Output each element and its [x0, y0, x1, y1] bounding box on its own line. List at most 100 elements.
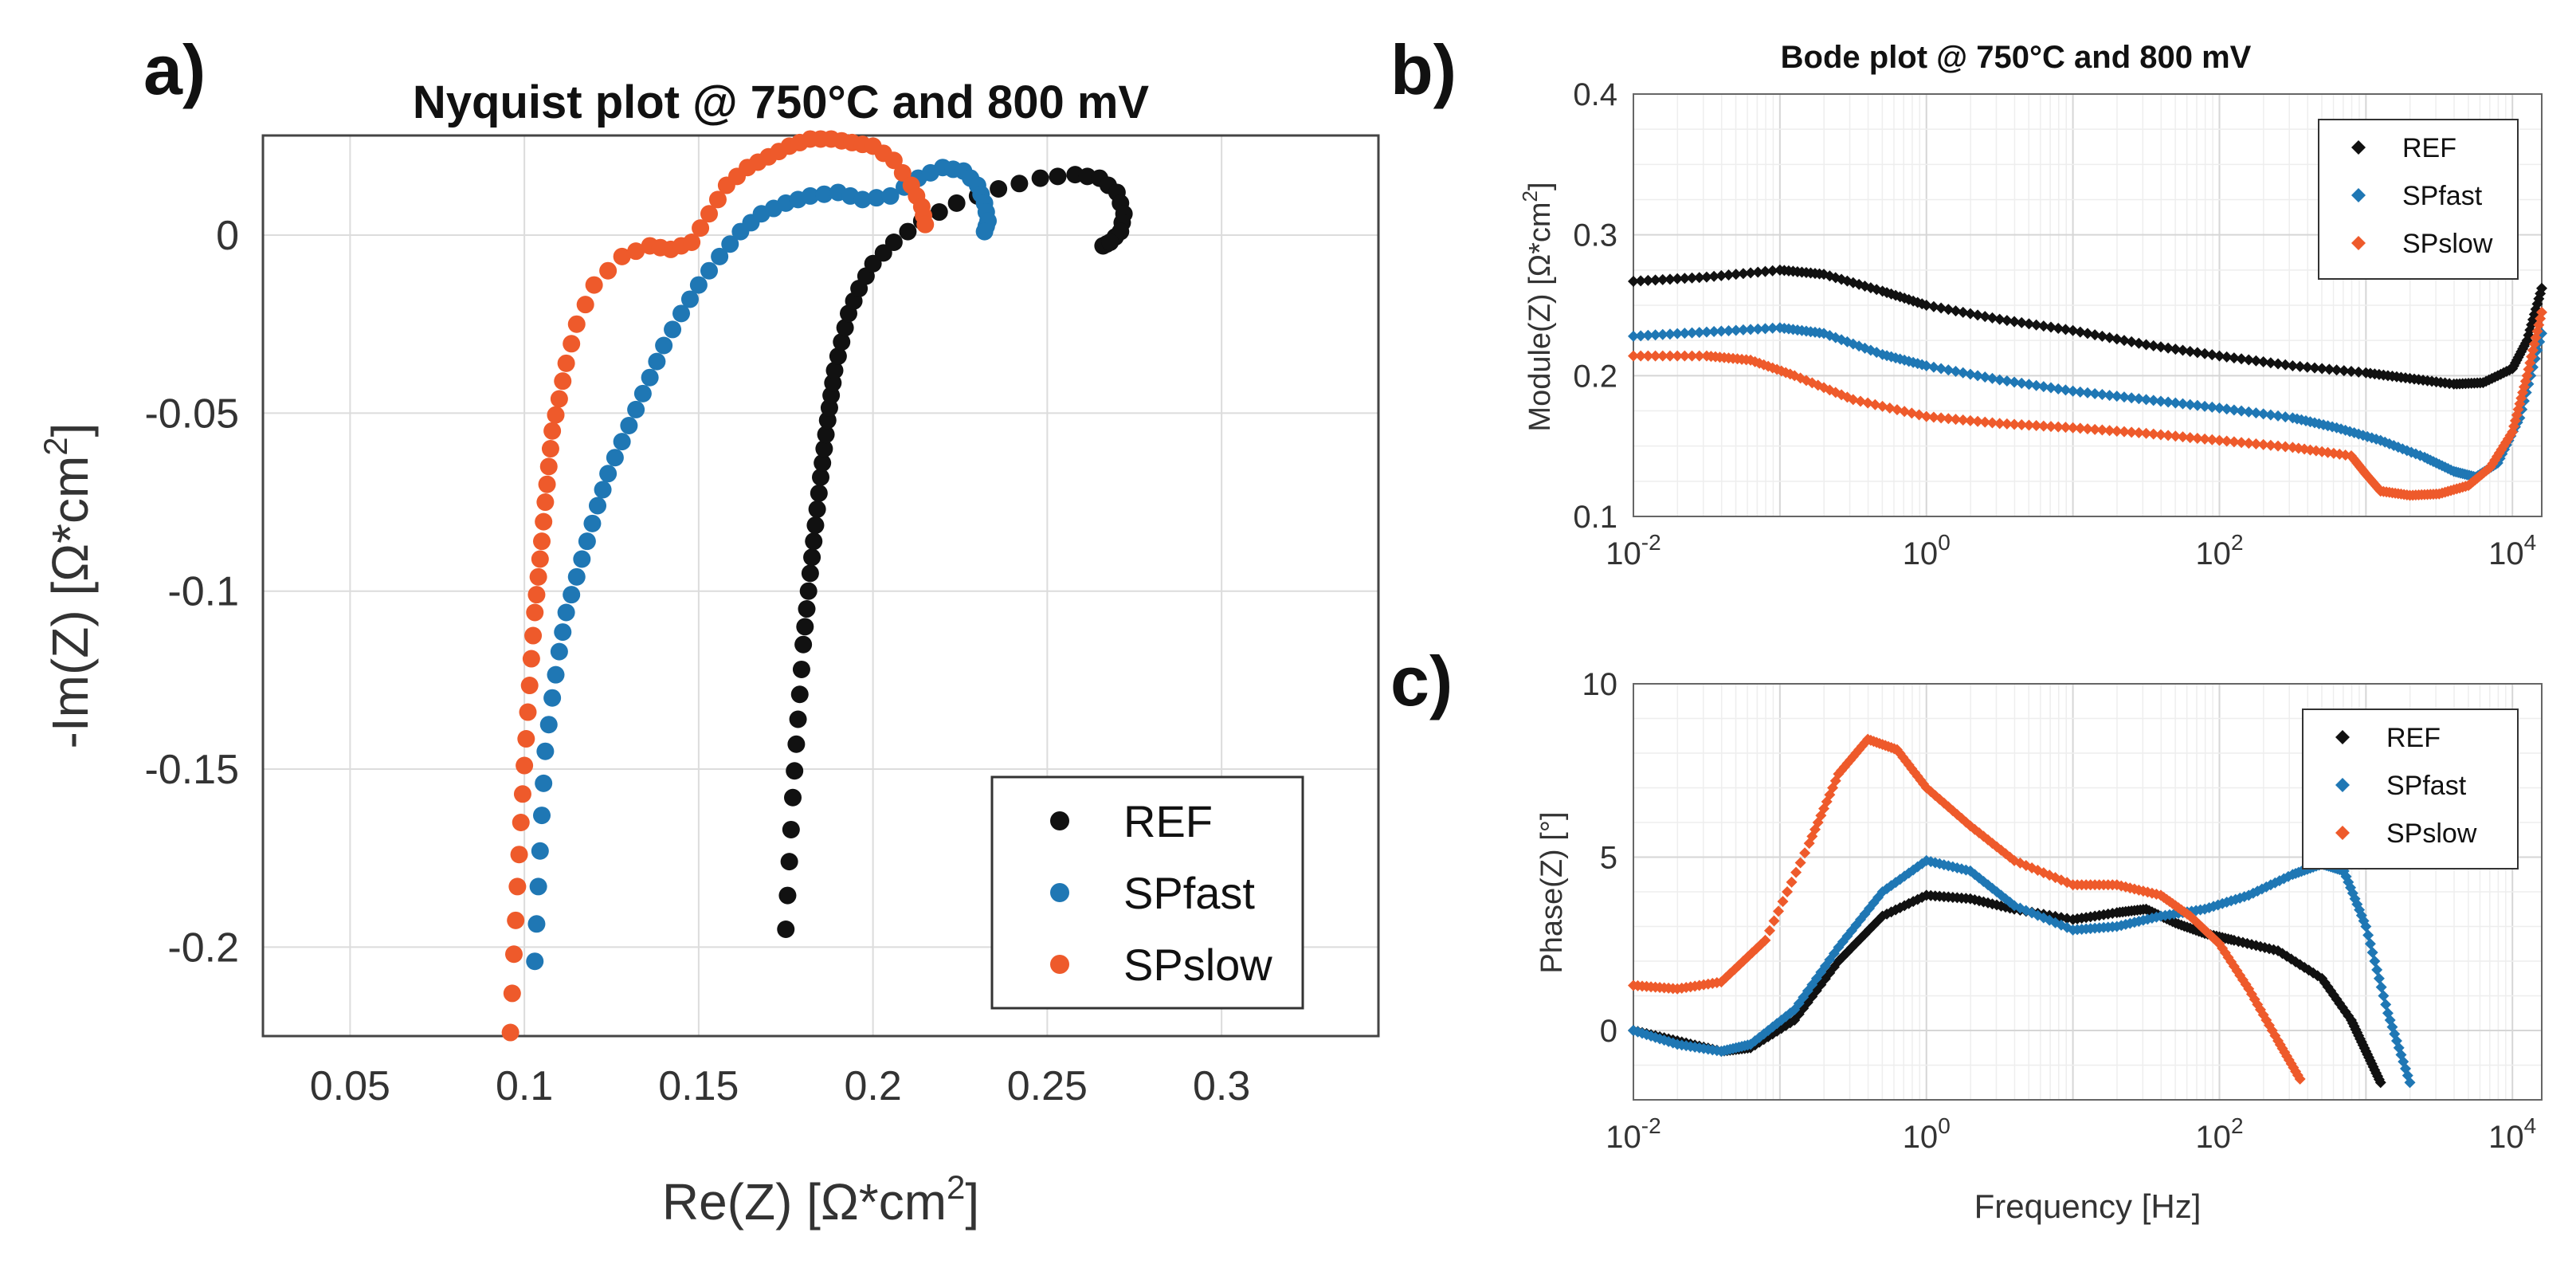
nyquist-point-ref: [798, 600, 816, 618]
phase-series-spslow: [1628, 733, 2306, 1085]
module-point-ref: [1935, 302, 1947, 314]
module-point-spslow: [1957, 414, 1969, 426]
module-point-spfast: [1920, 359, 1932, 371]
module-y-axis-label: Module(Z) [Ω*cm2]: [1518, 182, 1557, 431]
module-point-spslow: [1935, 412, 1947, 424]
nyquist-point-spfast: [815, 185, 833, 203]
module-x-tick-exponent: -2: [1641, 530, 1661, 555]
phase-x-tick-label: 104: [2488, 1113, 2536, 1155]
module-point-spfast: [1943, 364, 1955, 376]
module-point-spslow: [1672, 350, 1684, 362]
module-point-spslow: [2111, 425, 2123, 437]
phase-x-tick-base: 10: [1903, 1120, 1939, 1155]
module-point-spslow: [2147, 428, 2159, 440]
phase-point-spslow: [2294, 1073, 2306, 1085]
module-point-spfast: [2199, 400, 2211, 412]
module-point-ref: [1708, 270, 1720, 282]
nyquist-series-spfast: [526, 159, 997, 971]
module-point-spfast: [2184, 398, 2196, 410]
phase-x-ticks: 10-2 100 102 104: [1606, 1113, 2536, 1155]
nyquist-point-spfast: [563, 586, 581, 604]
nyquist-point-spfast: [529, 877, 547, 896]
module-point-spslow: [2104, 425, 2115, 437]
nyquist-y-tick-label: -0.15: [144, 747, 239, 793]
nyquist-point-spfast: [573, 550, 591, 568]
nyquist-legend-marker: [1050, 811, 1069, 830]
module-point-spslow: [2016, 418, 2028, 430]
module-point-ref: [2111, 333, 2123, 345]
nyquist-point-spfast: [550, 642, 568, 661]
module-point-ref: [1642, 274, 1654, 286]
module-x-tick-label: 102: [2195, 530, 2243, 571]
nyquist-point-spslow: [508, 877, 527, 896]
nyquist-point-spslow: [516, 756, 534, 775]
nyquist-point-spfast: [606, 449, 624, 467]
module-point-ref: [2009, 316, 2021, 328]
nyquist-point-ref: [801, 564, 819, 583]
phase-x-tick-label: 10-2: [1606, 1113, 1660, 1155]
module-point-spfast: [2009, 376, 2021, 388]
phase-point-spfast: [2369, 956, 2381, 967]
module-point-ref: [1737, 268, 1749, 280]
module-point-spslow: [1950, 414, 1962, 426]
nyquist-point-spslow: [533, 532, 551, 551]
module-point-ref: [2184, 345, 2196, 357]
module-point-spslow: [2082, 423, 2093, 435]
module-y-tick-label: 0.2: [1573, 359, 1617, 394]
module-x-tick-label: 100: [1903, 530, 1951, 571]
module-point-spfast: [1745, 324, 1757, 336]
nyquist-point-spslow: [541, 440, 559, 458]
nyquist-point-spslow: [526, 603, 544, 622]
module-point-spfast: [2206, 401, 2218, 413]
module-point-spfast: [2016, 377, 2028, 389]
module-point-spfast: [1723, 324, 1735, 336]
module-point-spslow: [1869, 398, 1881, 410]
module-point-ref: [2030, 319, 2042, 331]
module-point-ref: [2280, 359, 2292, 371]
module-point-ref: [2199, 347, 2211, 359]
phase-x-tick-base: 10: [2195, 1120, 2231, 1155]
nyquist-point-spslow: [708, 190, 727, 209]
module-point-ref: [2140, 339, 2152, 351]
nyquist-point-ref: [787, 735, 806, 753]
module-point-spfast: [2213, 402, 2225, 414]
phase-x-tick-exponent: 2: [2231, 1113, 2244, 1138]
module-point-ref: [1686, 272, 1698, 284]
module-point-spfast: [1715, 325, 1727, 337]
module-point-spslow: [2053, 421, 2064, 433]
module-point-spslow: [1913, 409, 1925, 421]
module-point-ref: [2191, 347, 2203, 359]
nyquist-legend-marker: [1050, 883, 1069, 902]
nyquist-y-tick-label: 0: [216, 213, 239, 259]
module-point-spfast: [1679, 328, 1691, 340]
nyquist-legend: REF SPfast SPslow: [990, 775, 1304, 1010]
nyquist-point-spfast: [539, 716, 558, 734]
module-point-spslow: [2155, 429, 2166, 441]
module-point-spfast: [2030, 379, 2042, 391]
nyquist-point-ref: [1101, 233, 1119, 251]
module-legend-label: SPslow: [2402, 229, 2493, 259]
phase-series-spfast: [1628, 854, 2416, 1089]
nyquist-point-ref: [803, 548, 821, 567]
module-point-ref: [1664, 273, 1676, 285]
module-point-spfast: [1730, 324, 1742, 336]
nyquist-point-ref: [1031, 169, 1049, 187]
module-point-spfast: [2037, 381, 2049, 393]
nyquist-point-spfast: [672, 304, 690, 323]
module-point-spslow: [1635, 350, 1647, 362]
module-point-ref: [1723, 269, 1735, 281]
phase-legend: REF SPfast SPslow: [2302, 709, 2519, 869]
nyquist-point-spslow: [563, 335, 581, 353]
phase-point-spfast: [2373, 972, 2385, 984]
nyquist-point-spslow: [567, 315, 586, 333]
module-legend-marker: [2351, 236, 2366, 250]
nyquist-point-ref: [786, 762, 804, 780]
phase-point-spslow: [1768, 915, 1780, 927]
nyquist-point-spslow: [554, 372, 572, 391]
nyquist-point-spfast: [535, 774, 553, 792]
module-point-spslow: [2089, 423, 2101, 435]
nyquist-point-ref: [794, 635, 813, 654]
module-point-spslow: [2030, 420, 2042, 432]
module-point-spfast: [1635, 330, 1647, 342]
module-point-spfast: [2243, 406, 2255, 418]
